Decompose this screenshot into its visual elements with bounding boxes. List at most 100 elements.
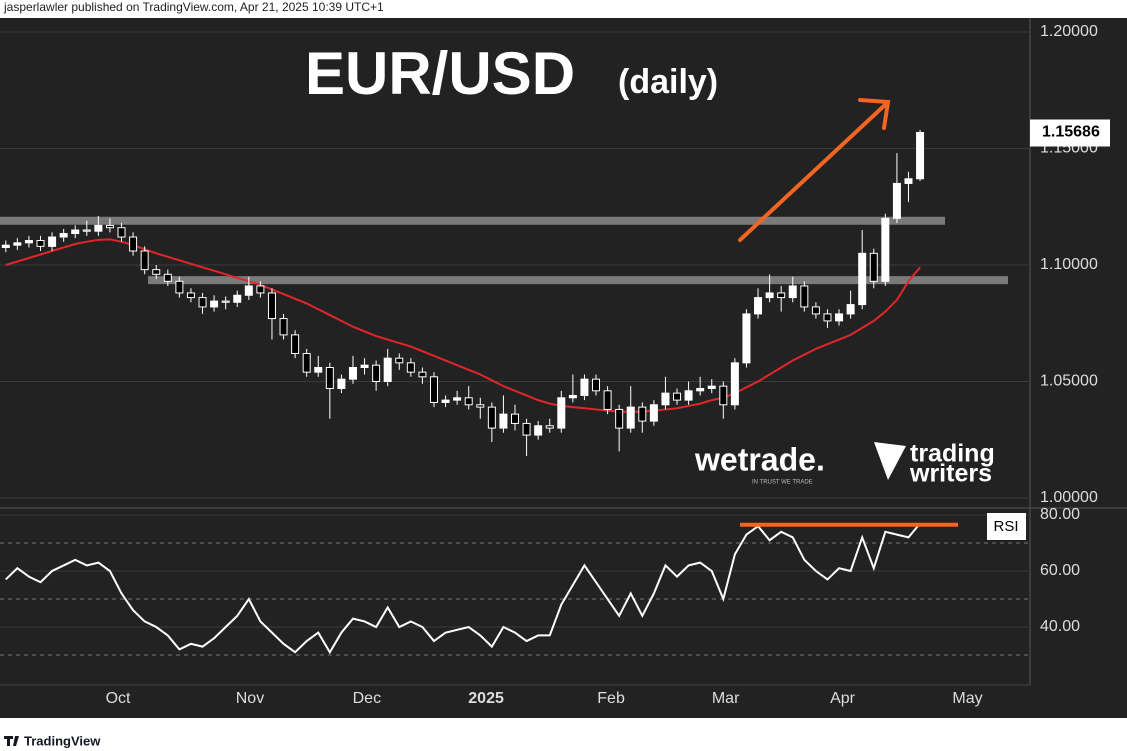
- candle-body: [487, 406, 496, 429]
- wetrade-tagline: IN TRUST WE TRADE: [752, 480, 813, 486]
- candle-body: [383, 357, 392, 382]
- candle-body: [892, 182, 901, 219]
- trading-writers-icon: [874, 442, 906, 480]
- candle-body: [395, 357, 404, 364]
- trend-arrow: [738, 98, 891, 242]
- last-price-box: [1030, 119, 1110, 147]
- candle-body: [1, 244, 10, 249]
- candle-body: [557, 397, 566, 429]
- x-tick-label: Apr: [830, 690, 856, 707]
- candle-body: [661, 392, 670, 406]
- y-tick-label: 40.00: [1040, 618, 1080, 635]
- candle-body: [267, 292, 276, 320]
- candle-body: [719, 385, 728, 406]
- candle-body: [406, 362, 415, 373]
- candle-body: [545, 425, 554, 429]
- candle-body: [360, 364, 369, 369]
- x-tick-label: 2025: [468, 690, 504, 707]
- candle-body: [800, 285, 809, 308]
- candle-body: [71, 229, 80, 235]
- chart-title: EUR/USD: [305, 40, 575, 107]
- candle-body: [36, 240, 45, 247]
- candle-body: [869, 252, 878, 282]
- candle-body: [105, 224, 114, 229]
- candle-body: [221, 300, 230, 303]
- y-tick-label: 1.10000: [1040, 256, 1098, 273]
- candle-body: [846, 304, 855, 315]
- rsi-label-box: [987, 513, 1026, 540]
- candle-body: [175, 280, 184, 294]
- x-tick-label: Nov: [236, 690, 264, 707]
- candle-body: [684, 390, 693, 401]
- y-tick-label: 1.00000: [1040, 489, 1098, 506]
- candle-body: [823, 313, 832, 322]
- candle-body: [476, 404, 485, 408]
- candle-body: [754, 297, 763, 315]
- candle-body: [129, 236, 138, 252]
- candle-body: [337, 378, 346, 389]
- candle-body: [811, 306, 820, 315]
- candle-body: [348, 367, 357, 380]
- candle-body: [59, 233, 68, 238]
- candle-body: [568, 394, 577, 399]
- y-tick-label: 60.00: [1040, 562, 1080, 579]
- candle-body: [24, 240, 33, 244]
- candle-body: [580, 378, 589, 396]
- candle-body: [256, 285, 265, 294]
- last-price-label: 1.15686: [1042, 124, 1100, 141]
- candle-body: [858, 252, 867, 306]
- trading-writers-line2: writers: [909, 460, 992, 488]
- candle-body: [626, 406, 635, 429]
- candle-body: [592, 378, 601, 392]
- candle-body: [904, 178, 913, 184]
- candle-body: [765, 292, 774, 299]
- candle-body: [788, 285, 797, 299]
- chart-subtitle: (daily): [618, 63, 718, 101]
- candle-body: [777, 292, 786, 299]
- candle-body: [418, 371, 427, 378]
- candle-body: [210, 300, 219, 308]
- y-tick-label: 1.20000: [1040, 23, 1098, 40]
- candle-body: [534, 425, 543, 436]
- trading-writers-line1: trading: [910, 440, 995, 468]
- candle-body: [707, 385, 716, 389]
- candle-body: [163, 273, 172, 282]
- moving-average: [5, 238, 921, 413]
- candle-body: [835, 313, 844, 322]
- candle-body: [603, 390, 612, 410]
- chart-background: [0, 18, 1127, 718]
- candle-body: [48, 236, 57, 247]
- candle-body: [511, 413, 519, 424]
- candle-body: [82, 229, 91, 232]
- candle-body: [742, 313, 751, 364]
- rsi-label: RSI: [993, 518, 1018, 535]
- candle-body: [117, 227, 126, 238]
- x-tick-label: May: [952, 690, 982, 707]
- candle-body: [522, 422, 531, 436]
- candle-body: [198, 297, 207, 308]
- candle-body: [186, 292, 195, 299]
- candle-body: [325, 367, 334, 389]
- candle-body: [916, 131, 925, 180]
- rsi-line: [5, 522, 921, 655]
- x-tick-label: Oct: [106, 690, 131, 707]
- y-tick-label: 80.00: [1040, 506, 1080, 523]
- candle-body: [615, 408, 624, 429]
- candle-body: [464, 397, 473, 406]
- x-tick-label: Feb: [597, 690, 625, 707]
- candle-body: [649, 404, 658, 422]
- candle-body: [453, 397, 462, 401]
- candle-body: [730, 362, 739, 406]
- candle-body: [140, 250, 149, 271]
- footer-brand: TradingView: [24, 733, 101, 748]
- publisher-line: jasperlawler published on TradingView.co…: [3, 0, 384, 14]
- candle-body: [244, 285, 253, 296]
- wetrade-logo: wetrade.: [694, 441, 825, 477]
- candle-body: [302, 353, 311, 373]
- candle-body: [152, 269, 161, 275]
- candle-body: [499, 413, 508, 429]
- candle-body: [291, 334, 300, 355]
- x-tick-label: Mar: [712, 690, 740, 707]
